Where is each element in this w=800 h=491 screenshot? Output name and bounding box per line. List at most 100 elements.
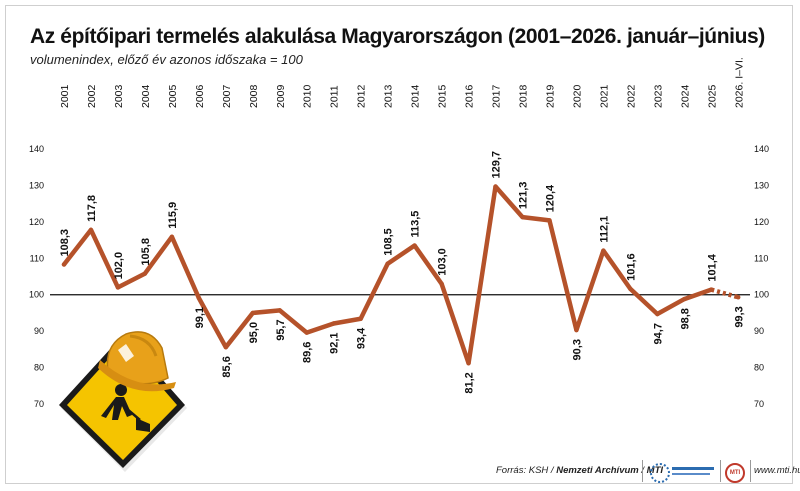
x-tick-label: 2018 [517, 84, 529, 108]
value-label: 129,7 [491, 151, 503, 179]
x-tick-label: 2008 [248, 84, 260, 108]
x-tick-label: 2017 [491, 84, 503, 108]
data-point [736, 295, 741, 300]
y-tick-label-right: 100 [754, 290, 769, 300]
x-tick-label: 2006 [194, 84, 206, 108]
y-tick-label-left: 130 [29, 180, 44, 190]
chart-subtitle: volumenindex, előző év azonos időszaka =… [30, 52, 303, 67]
x-tick-label: 2016 [464, 84, 476, 108]
value-label: 99,1 [194, 307, 206, 328]
x-tick-label: 2026. I–VI. [733, 57, 745, 108]
x-tick-label: 2007 [221, 84, 233, 108]
x-tick-label: 2003 [113, 84, 125, 108]
data-point [466, 361, 471, 366]
construction-sign-icon [59, 335, 187, 472]
x-tick-label: 2004 [140, 84, 152, 108]
y-axis-left: 70 80 90 100 110 120 130 140 [29, 144, 44, 409]
chart-title: Az építőipari termelés alakulása Magyaro… [30, 25, 765, 48]
y-tick-label-right: 130 [754, 180, 769, 190]
y-tick-label-left: 90 [34, 326, 44, 336]
y-tick-label-right: 80 [754, 363, 764, 373]
value-label: 81,2 [464, 372, 476, 393]
series-line [61, 184, 714, 366]
data-point [520, 214, 525, 220]
value-label: 108,3 [59, 229, 71, 257]
y-tick-label-left: 140 [29, 144, 44, 154]
data-point [115, 285, 121, 290]
value-label: 98,8 [679, 308, 691, 329]
x-tick-label: 2021 [598, 84, 610, 108]
data-point [331, 321, 336, 326]
value-label: 105,8 [140, 238, 152, 266]
value-label: 102,0 [113, 252, 125, 280]
source-ksh: KSH [528, 465, 549, 476]
value-label: 90,3 [571, 339, 583, 360]
y-tick-label-left: 80 [34, 363, 44, 373]
x-tick-label: 2009 [275, 84, 287, 108]
x-tick-label: 2010 [302, 84, 314, 108]
data-point [169, 234, 175, 239]
y-tick-label-right: 120 [754, 217, 769, 227]
value-labels: 108,3 117,8 102,0 105,8 115,9 99,1 85,6 95,0 95,… [59, 151, 745, 394]
data-point [439, 281, 444, 286]
data-point [601, 248, 606, 253]
footer-divider [720, 460, 721, 482]
y-tick-label-right: 70 [754, 399, 764, 409]
data-point [88, 227, 94, 233]
value-label: 93,4 [356, 327, 368, 349]
duna-logo-text [672, 467, 714, 470]
value-label: 115,9 [167, 202, 179, 229]
value-label: 108,5 [383, 228, 395, 256]
value-label: 117,8 [86, 195, 98, 222]
data-point [277, 308, 282, 313]
value-label: 112,1 [598, 216, 610, 243]
x-tick-label: 2019 [544, 84, 556, 108]
data-point [385, 261, 390, 266]
x-tick-label: 2011 [329, 85, 341, 108]
value-label: 99,3 [733, 306, 745, 327]
x-tick-label: 2025 [706, 84, 718, 108]
value-label: 89,6 [302, 342, 314, 363]
y-tick-label-left: 100 [29, 290, 44, 300]
x-tick-label: 2012 [356, 84, 368, 108]
x-tick-label: 2014 [410, 84, 422, 108]
data-point [493, 184, 498, 189]
value-label: 120,4 [544, 184, 556, 212]
data-point [304, 330, 309, 335]
y-tick-label-left: 120 [29, 217, 44, 227]
source-sep: / [548, 465, 557, 476]
y-axis-right: 70 80 90 100 110 120 130 140 [754, 144, 769, 409]
hard-hat-icon [98, 331, 176, 392]
mti-logo-icon: MTI [725, 463, 745, 483]
data-point [574, 327, 579, 333]
data-point [628, 286, 633, 292]
series-group [61, 184, 741, 366]
value-label: 85,6 [221, 356, 233, 377]
y-tick-label-right: 140 [754, 144, 769, 154]
data-point [682, 296, 687, 302]
x-tick-label: 2002 [86, 84, 98, 108]
data-point [655, 311, 660, 317]
x-tick-label: 2001 [59, 84, 71, 108]
source-archive: Nemzeti Archívum [556, 465, 639, 476]
data-point [709, 287, 714, 292]
duna-logo-text [672, 473, 710, 475]
x-tick-label: 2015 [437, 84, 449, 108]
data-point [250, 310, 255, 316]
source-prefix: Forrás: [496, 465, 529, 476]
data-point [223, 344, 229, 350]
x-tick-label: 2005 [167, 84, 179, 108]
x-axis-labels: 2001 2002 2003 2004 2005 2006 2007 2008 2009 2010… [59, 57, 745, 108]
x-tick-label: 2023 [652, 84, 664, 108]
data-point [412, 243, 417, 248]
y-tick-label-right: 110 [754, 253, 768, 263]
x-tick-label: 2020 [571, 84, 583, 108]
y-tick-label-right: 90 [754, 326, 764, 336]
value-label: 94,7 [652, 323, 664, 344]
source-credit: Forrás: KSH / Nemzeti Archívum / MTI [496, 465, 663, 479]
data-point [196, 295, 202, 301]
footer-divider [642, 460, 643, 482]
data-point [61, 262, 67, 267]
value-label: 92,1 [329, 332, 341, 353]
duna-logo-icon [650, 463, 670, 483]
